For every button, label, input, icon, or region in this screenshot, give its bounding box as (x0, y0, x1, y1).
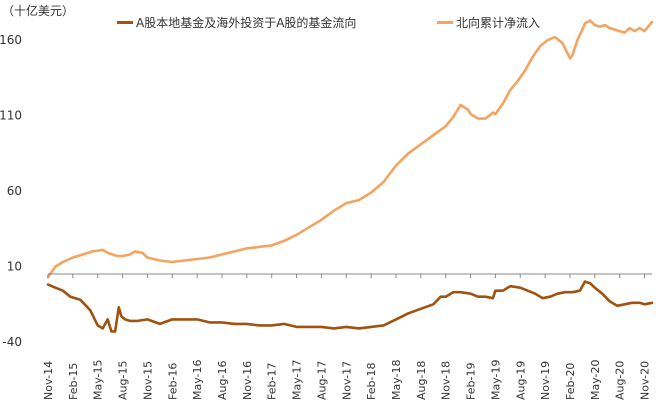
series-line-1 (46, 19, 654, 279)
x-tick-label: Nov-15 (141, 361, 154, 400)
x-tick-label: Feb-18 (365, 363, 378, 400)
x-tick-label: Aug-17 (315, 361, 328, 400)
x-tick-label: Feb-17 (266, 363, 279, 400)
x-tick-label: Nov-14 (42, 361, 55, 400)
x-tick-label: May-19 (489, 359, 502, 400)
x-tick-label: May-18 (390, 359, 403, 400)
x-tick-label: Aug-19 (514, 361, 527, 400)
y-tick-label: 110 (0, 109, 22, 123)
x-tick-label: Feb-15 (67, 363, 80, 400)
x-tick-label: Nov-17 (340, 361, 353, 400)
plot-area (46, 19, 654, 333)
x-tick-label: Nov-16 (241, 361, 254, 400)
y-tick-label: -40 (2, 335, 22, 349)
x-tick-label: Nov-20 (639, 361, 652, 400)
legend-label-northbound: 北向累计净流入 (456, 16, 541, 30)
x-axis: Nov-14 Feb-15 May-15 Aug-15 Nov-15 Feb-16 May-… (42, 273, 652, 400)
legend-swatch-northbound (437, 21, 453, 24)
x-tick-label: Feb-16 (166, 363, 179, 400)
y-tick-label: 10 (7, 260, 22, 274)
legend-swatch-fund-flows (117, 21, 133, 24)
legend-label-fund-flows: A股本地基金及海外投资于A股的基金流向 (136, 16, 357, 30)
legend-item-northbound: 北向累计净流入 (437, 14, 540, 31)
y-unit-label: （十亿美元） (2, 4, 75, 18)
x-tick-label: Aug-15 (117, 361, 130, 400)
x-tick-label: May-20 (589, 359, 602, 400)
x-tick-label: Nov-18 (440, 361, 453, 400)
x-tick-label: May-15 (92, 359, 105, 400)
y-tick-label: 160 (0, 33, 22, 47)
x-tick-label: Feb-19 (465, 363, 478, 400)
x-tick-label: May-16 (191, 359, 204, 400)
y-axis: -40 10 60 110 160 (0, 33, 22, 349)
legend-item-fund-flows: A股本地基金及海外投资于A股的基金流向 (117, 14, 356, 31)
x-tick-label: Aug-20 (614, 361, 627, 400)
x-tick-label: Nov-19 (539, 361, 552, 400)
x-tick-label: May-17 (291, 359, 304, 400)
y-tick-label: 60 (7, 184, 22, 198)
series-line-0 (46, 280, 654, 333)
x-tick-label: Aug-18 (415, 361, 428, 400)
x-tick-label: Feb-20 (564, 363, 577, 400)
x-tick-label: Aug-16 (216, 361, 229, 400)
